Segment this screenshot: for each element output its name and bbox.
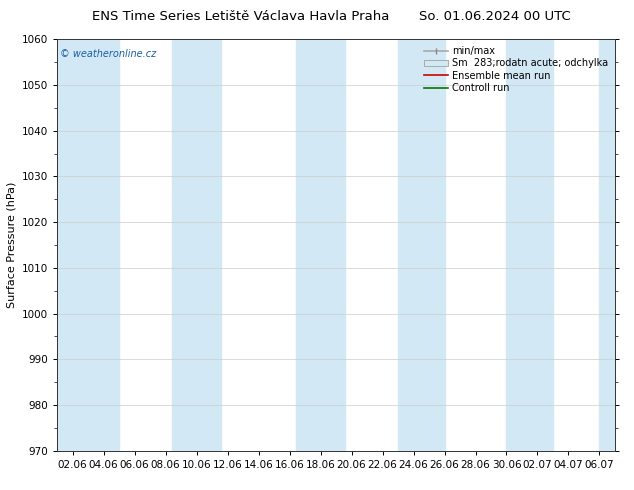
Bar — [507, 39, 553, 451]
Legend: min/max, Sm  283;rodatn acute; odchylka, Ensemble mean run, Controll run: min/max, Sm 283;rodatn acute; odchylka, … — [422, 44, 610, 95]
Text: © weatheronline.cz: © weatheronline.cz — [60, 49, 156, 59]
Bar — [600, 39, 615, 451]
Text: ENS Time Series Letiště Václava Havla Praha: ENS Time Series Letiště Václava Havla Pr… — [92, 10, 390, 23]
Text: So. 01.06.2024 00 UTC: So. 01.06.2024 00 UTC — [418, 10, 571, 23]
Y-axis label: Surface Pressure (hPa): Surface Pressure (hPa) — [6, 182, 16, 308]
Bar — [57, 39, 119, 451]
Bar — [398, 39, 444, 451]
Bar — [295, 39, 346, 451]
Bar — [172, 39, 221, 451]
